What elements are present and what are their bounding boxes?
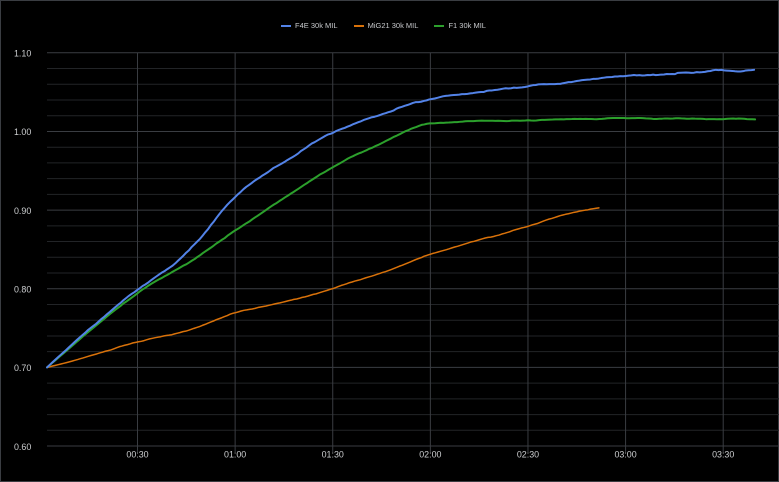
svg-text:03:30: 03:30 <box>712 450 734 460</box>
svg-text:1.00: 1.00 <box>14 127 31 137</box>
svg-text:02:30: 02:30 <box>517 450 539 460</box>
svg-text:0.80: 0.80 <box>14 285 31 295</box>
svg-text:0.70: 0.70 <box>14 363 31 373</box>
svg-text:0.60: 0.60 <box>14 442 31 452</box>
svg-text:1.10: 1.10 <box>14 49 31 59</box>
svg-text:01:00: 01:00 <box>224 450 246 460</box>
svg-text:01:30: 01:30 <box>322 450 344 460</box>
svg-text:00:30: 00:30 <box>126 450 148 460</box>
svg-text:0.90: 0.90 <box>14 206 31 216</box>
svg-text:02:00: 02:00 <box>419 450 441 460</box>
svg-text:03:00: 03:00 <box>614 450 636 460</box>
